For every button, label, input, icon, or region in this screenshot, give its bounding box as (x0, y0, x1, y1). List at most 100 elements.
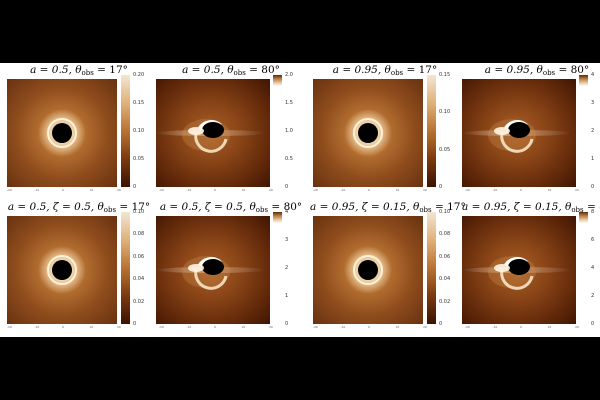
black-hole-image (462, 79, 576, 187)
plot-area (156, 216, 270, 324)
colorbar-tick: 0.02 (439, 298, 451, 305)
colorbar-tick: 0.04 (439, 276, 451, 283)
title-prefix: a = 0.95, ζ = 0.15, (462, 201, 566, 213)
panel-p8: a = 0.95, ζ = 0.15, θobs = 80° -20 -10 0 10 (458, 200, 600, 337)
colorbar-tick: 3 (285, 237, 289, 243)
colorbar (273, 212, 282, 324)
x-tick: 10 (547, 188, 552, 192)
x-tick: 0 (368, 325, 370, 329)
colorbar-tick: 6 (591, 237, 595, 243)
x-tick: 20 (269, 188, 273, 192)
plot-area (7, 79, 117, 187)
x-tick: 20 (117, 188, 121, 192)
colorbar-ticks: 0.20 0.15 0.10 0.05 0 (133, 72, 151, 190)
black-hole-image (7, 216, 117, 324)
x-tick: -10 (34, 188, 40, 192)
colorbar-tick: 8 (591, 209, 595, 215)
theta-symbol: θ (565, 201, 572, 213)
shadow (358, 123, 378, 143)
panel-title: a = 0.5, ζ = 0.5, θobs = 80° (156, 201, 306, 214)
x-tick: 0 (520, 188, 522, 192)
colorbar-tick: 0 (133, 184, 137, 190)
colorbar-ticks: 0.10 0.08 0.06 0.04 0.02 0 (133, 209, 151, 327)
shadow (202, 259, 224, 275)
colorbar-tick: 0.15 (439, 72, 451, 78)
colorbar (579, 75, 588, 187)
colorbar-tick: 2 (591, 293, 595, 299)
x-tick: -10 (492, 188, 498, 192)
title-suffix: = 80° (245, 64, 280, 76)
x-tick: 0 (214, 325, 216, 329)
lensed-arc (194, 269, 228, 290)
title-suffix: = 80° (586, 201, 600, 213)
title-prefix: a = 0.5, ζ = 0.5, (159, 201, 250, 213)
colorbar-tick: 0 (285, 321, 289, 327)
colorbar-tick: 0 (439, 184, 443, 190)
x-tick: 0 (214, 188, 216, 192)
x-tick: -10 (340, 325, 346, 329)
title-subscript: obs (81, 69, 94, 77)
panel-title: a = 0.95, ζ = 0.15, θobs = 80° (462, 201, 600, 214)
x-tick: 10 (89, 188, 94, 192)
colorbar-tick: 0.10 (133, 209, 145, 215)
panel-title: a = 0.95, θobs = 80° (462, 64, 600, 77)
x-tick: 20 (269, 325, 273, 329)
x-tick: -10 (492, 325, 498, 329)
title-suffix: = 17° (116, 201, 151, 213)
colorbar-tick: 1.0 (285, 128, 293, 134)
colorbar-ticks: 8 6 4 2 0 (591, 209, 600, 327)
colorbar-tick: 0 (133, 321, 137, 327)
colorbar-ticks: 2.0 1.5 1.0 0.5 0 (285, 72, 303, 190)
title-suffix: = 80° (555, 64, 590, 76)
theta-symbol: θ (249, 201, 256, 213)
x-tick: 20 (423, 188, 427, 192)
colorbar-tick: 0.10 (133, 128, 145, 134)
x-tick: -20 (465, 325, 470, 329)
lensed-arc (500, 132, 534, 153)
colorbar-tick: 3 (591, 100, 595, 106)
x-tick: -20 (7, 188, 12, 192)
black-hole-image (313, 79, 423, 187)
title-suffix: = 17° (431, 201, 466, 213)
shadow (508, 122, 530, 138)
x-tick: 0 (62, 325, 64, 329)
colorbar (427, 212, 436, 324)
plot-area (7, 216, 117, 324)
title-subscript: obs (103, 206, 117, 214)
title-subscript: obs (542, 69, 556, 77)
colorbar-tick: 2.0 (285, 72, 293, 78)
black-hole-image (313, 216, 423, 324)
colorbar-tick: 0.06 (133, 253, 145, 260)
x-tick: -10 (186, 325, 192, 329)
x-tick: 10 (395, 325, 400, 329)
black-hole-image (156, 79, 270, 187)
title-subscript: obs (390, 69, 404, 77)
title-suffix: = 17° (93, 64, 128, 76)
theta-symbol: θ (413, 201, 420, 213)
black-hole-image (462, 216, 576, 324)
panel-title: a = 0.5, θobs = 17° (4, 64, 154, 77)
colorbar-tick: 1 (591, 156, 595, 162)
title-subscript: obs (571, 206, 584, 214)
colorbar-tick: 0.05 (133, 156, 145, 162)
x-tick: 20 (423, 325, 427, 329)
x-axis-ticks: -20 -10 0 10 20 (7, 188, 121, 196)
x-tick: -20 (313, 188, 318, 192)
title-suffix: = 80° (268, 201, 303, 213)
shadow (358, 260, 378, 280)
title-prefix: a = 0.95, ζ = 0.15, (310, 201, 414, 213)
plot-area (313, 216, 423, 324)
colorbar-tick: 0.15 (133, 100, 145, 106)
title-subscript: obs (419, 206, 432, 214)
colorbar-tick: 2 (285, 265, 289, 271)
photon-ring (47, 255, 77, 285)
panel-title: a = 0.95, ζ = 0.15, θobs = 17° (310, 201, 466, 214)
panel-title: a = 0.95, θobs = 17° (310, 64, 460, 77)
x-axis-ticks: -20 -10 0 10 20 (159, 188, 273, 196)
colorbar (427, 75, 436, 187)
x-tick: -10 (340, 188, 346, 192)
x-tick: 20 (575, 188, 579, 192)
title-prefix: a = 0.5, (30, 64, 76, 76)
x-tick: 0 (62, 188, 64, 192)
x-tick: 10 (241, 188, 246, 192)
